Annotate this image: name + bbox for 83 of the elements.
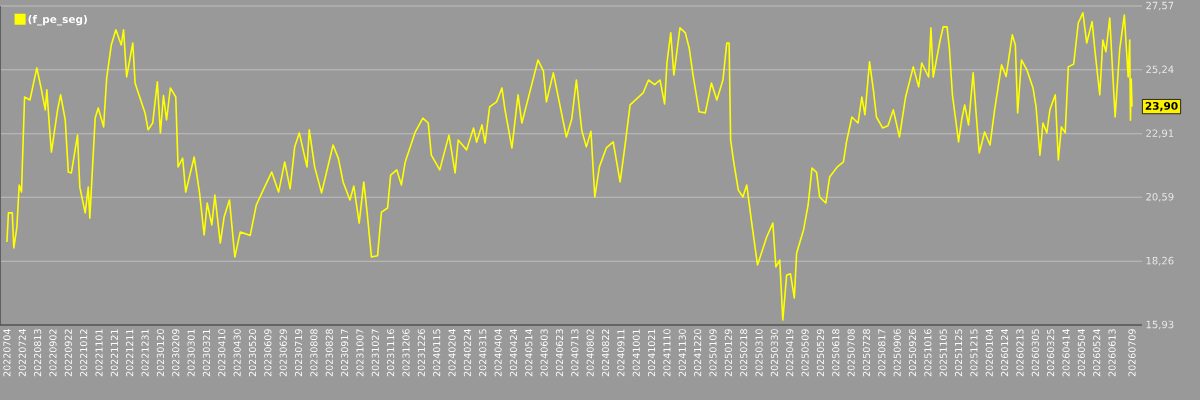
y-tick-label: 22,91 [1146,129,1174,138]
x-tick-label: 20260613 [1108,329,1116,377]
x-tick-label: 20250310 [755,329,763,377]
y-tick-label: 25,24 [1146,65,1174,75]
x-tick-label: 20240822 [601,329,610,377]
x-tick-label: 20241220 [694,329,702,377]
x-tick-label: 20250529 [816,329,825,377]
x-tick-label: 20220813 [34,329,42,377]
x-tick-label: 20220922 [64,329,72,377]
x-tick-label: 20240623 [555,329,564,377]
x-tick-label: 20260213 [1016,329,1024,377]
x-tick-label: 20231226 [417,329,425,377]
x-tick-label: 20251016 [924,329,932,377]
x-tick-label: 20230828 [325,329,333,377]
x-tick-label: 20240204 [448,329,456,377]
y-tick-label: 18,26 [1146,256,1174,266]
x-tick-label: 20220704 [3,329,11,377]
x-tick-label: 20250509 [801,329,809,377]
x-tick-label: 20230209 [172,329,180,377]
x-tick-label: 20221121 [110,329,118,377]
x-tick-label: 20231206 [402,329,410,377]
x-tick-label: 20240514 [525,329,533,377]
x-tick-label: 20251215 [970,329,978,377]
x-tick-label: 20221211 [126,329,134,377]
x-tick-label: 20240115 [433,329,441,377]
x-tick-label: 20241130 [678,329,686,377]
x-tick-label: 20250419 [786,329,794,377]
x-tick-label: 20240603 [540,329,548,377]
x-tick-label: 20230301 [187,329,195,377]
x-tick-label: 20230808 [310,329,318,377]
x-tick-label: 20240713 [571,329,579,377]
x-tick-label: 20250129 [724,329,732,377]
x-tick-label: 20231027 [371,329,379,377]
x-tick-label: 20250708 [847,329,855,377]
x-tick-label: 20230609 [264,329,272,377]
y-tick-label: 20,59 [1146,192,1174,202]
x-tick-label: 20241110 [663,329,671,377]
x-tick-label: 20260124 [1001,329,1009,377]
x-tick-label: 20231007 [356,329,364,377]
x-tick-label: 20230120 [156,329,164,377]
x-tick-label: 20250728 [862,329,871,377]
x-tick-label: 20260504 [1077,329,1085,377]
x-tick-label: 20260305 [1031,329,1039,377]
x-tick-label: 20230430 [233,329,241,377]
x-tick-label: 20230410 [218,329,226,377]
x-tick-label: 20260104 [985,329,993,377]
x-tick-label: 20250926 [908,329,917,377]
x-tick-label: 20221231 [141,329,149,377]
y-tick-label: 15,93 [1146,320,1174,330]
x-tick-label: 20221012 [80,329,88,377]
x-tick-label: 20250906 [893,329,901,377]
x-tick-label: 20250218 [740,329,748,377]
x-tick-label: 20260709 [1128,329,1136,377]
x-tick-label: 20251125 [954,329,963,377]
x-tick-label: 20231116 [387,329,395,377]
x-tick-label: 20250330 [770,329,778,377]
y-tick-label: 27,57 [1146,1,1174,11]
x-tick-label: 20251105 [939,329,947,377]
x-tick-label: 20250618 [832,329,840,377]
x-tick-label: 20240224 [463,329,471,377]
x-tick-label: 20260325 [1047,329,1055,377]
x-tick-label: 20240802 [586,329,594,377]
x-tick-label: 20240315 [479,329,487,377]
x-tick-label: 20260524 [1093,329,1101,377]
x-tick-label: 20221101 [95,329,103,377]
annotation: 23,90 [1145,101,1178,112]
x-tick-label: 20241001 [632,329,640,377]
x-tick-label: 20230520 [248,329,257,377]
x-tick-label: 20220902 [49,329,57,377]
line-series [6,12,1133,321]
x-tick-label: 20240424 [509,329,518,377]
x-tick-label: 20260414 [1062,329,1070,377]
x-tick-label: 20230321 [202,329,211,377]
x-tick-label: 20240911 [617,329,625,377]
x-tick-label: 20230719 [294,329,303,377]
x-tick-label: 20230917 [340,329,349,377]
legend-label: (f_pe_seg) [28,15,87,26]
x-tick-label: 20240404 [494,329,502,377]
x-tick-label: 20250109 [709,329,717,377]
x-tick-label: 20250817 [878,329,886,377]
x-tick-label: 20230629 [279,329,287,377]
x-tick-label: 20241021 [647,329,656,377]
x-tick-label: 20220724 [18,329,26,377]
